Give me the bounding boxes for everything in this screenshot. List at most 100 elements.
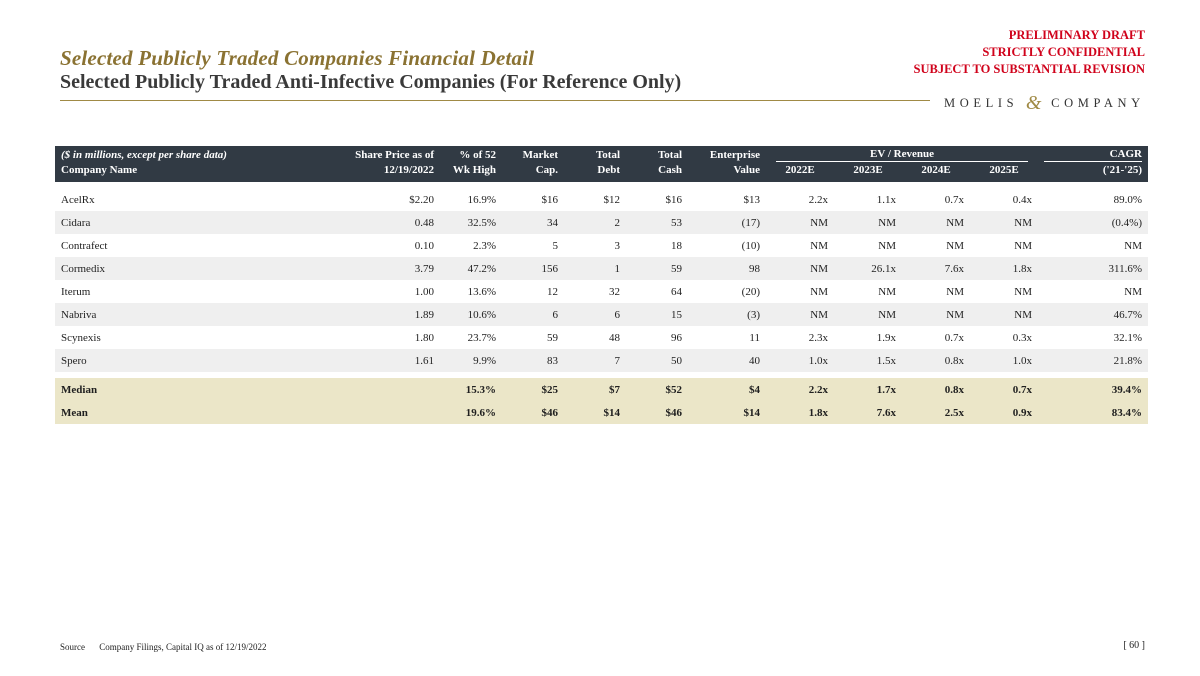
year-label: 2025E — [989, 164, 1019, 176]
total-debt: 48 — [564, 326, 626, 349]
table-row: Nabriva 1.89 10.6% 6 6 15 (3) NM NM NM N… — [55, 303, 1148, 326]
units-note: ($ in millions, except per share data) — [55, 146, 335, 164]
source-note: Source Company Filings, Capital IQ as of… — [60, 642, 267, 652]
company-name: Scynexis — [55, 326, 335, 349]
spacer-row — [55, 372, 1148, 378]
pct-52wk-high: 2.3% — [440, 234, 502, 257]
ev-rev-2023: 1.5x — [834, 349, 902, 372]
cagr: 89.0% — [1038, 188, 1148, 211]
col-price-date: 12/19/2022 — [335, 164, 440, 182]
ev-rev-2025: NM — [970, 280, 1038, 303]
col-mcap-sub: Cap. — [502, 164, 564, 182]
ev-rev-2023: NM — [834, 211, 902, 234]
ev-rev-2022: NM — [766, 303, 834, 326]
ev-rev-2022: NM — [766, 280, 834, 303]
market-cap: 59 — [502, 326, 564, 349]
page-title: Selected Publicly Traded Companies Finan… — [60, 46, 535, 70]
share-price — [335, 378, 440, 401]
page-number: [ 60 ] — [1123, 640, 1145, 651]
market-cap: 156 — [502, 257, 564, 280]
total-debt: $14 — [564, 401, 626, 424]
total-debt: 1 — [564, 257, 626, 280]
source-text: Company Filings, Capital IQ as of 12/19/… — [99, 642, 267, 652]
source-label: Source — [60, 642, 85, 652]
ev-rev-2024: 0.8x — [902, 378, 970, 401]
company-logo: MOELIS & COMPANY — [944, 90, 1145, 114]
ev-rev-2022: NM — [766, 257, 834, 280]
enterprise-value: 98 — [688, 257, 766, 280]
col-price-header: Share Price as of — [335, 146, 440, 164]
ev-rev-2025: 0.3x — [970, 326, 1038, 349]
pct-52wk-high: 9.9% — [440, 349, 502, 372]
table-row: Iterum 1.00 13.6% 12 32 64 (20) NM NM NM… — [55, 280, 1148, 303]
market-cap: 12 — [502, 280, 564, 303]
ev-rev-2024: 0.7x — [902, 188, 970, 211]
col-year-2024: 2024E — [902, 164, 970, 182]
share-price: 3.79 — [335, 257, 440, 280]
company-name: Contrafect — [55, 234, 335, 257]
market-cap: 6 — [502, 303, 564, 326]
ev-rev-2022: 2.2x — [766, 188, 834, 211]
col-cagr-label: CAGR — [1044, 148, 1142, 162]
enterprise-value: (10) — [688, 234, 766, 257]
ev-rev-2025: 1.0x — [970, 349, 1038, 372]
market-cap: 5 — [502, 234, 564, 257]
total-cash: 15 — [626, 303, 688, 326]
logo-ampersand: & — [1025, 92, 1044, 114]
market-cap: 83 — [502, 349, 564, 372]
total-cash: 50 — [626, 349, 688, 372]
page-subtitle: Selected Publicly Traded Anti-Infective … — [60, 71, 682, 93]
enterprise-value: $14 — [688, 401, 766, 424]
ev-rev-2024: NM — [902, 234, 970, 257]
year-label: 2022E — [785, 164, 815, 176]
total-cash: 18 — [626, 234, 688, 257]
ev-rev-2023: NM — [834, 303, 902, 326]
ev-rev-2025: NM — [970, 303, 1038, 326]
mean-row: Mean 19.6% $46 $14 $46 $14 1.8x 7.6x 2.5… — [55, 401, 1148, 424]
company-name: Spero — [55, 349, 335, 372]
share-price: 0.10 — [335, 234, 440, 257]
share-price: 0.48 — [335, 211, 440, 234]
col-ev-sub: Value — [688, 164, 766, 182]
ev-rev-2023: 1.1x — [834, 188, 902, 211]
spacer-cell — [55, 182, 1148, 188]
year-label: 2024E — [921, 164, 951, 176]
ev-rev-2023: NM — [834, 234, 902, 257]
ev-rev-2025: NM — [970, 211, 1038, 234]
enterprise-value: $4 — [688, 378, 766, 401]
ev-rev-2025: 0.4x — [970, 188, 1038, 211]
ev-revenue-group-header: EV / Revenue — [766, 146, 1038, 164]
col-pct-sub: Wk High — [440, 164, 502, 182]
ev-rev-2024: NM — [902, 280, 970, 303]
share-price: 1.80 — [335, 326, 440, 349]
year-label: 2023E — [853, 164, 883, 176]
col-debt-header: Total — [564, 146, 626, 164]
market-cap: $25 — [502, 378, 564, 401]
total-debt: 32 — [564, 280, 626, 303]
ev-rev-2024: 7.6x — [902, 257, 970, 280]
ev-rev-2023: 7.6x — [834, 401, 902, 424]
total-debt: 6 — [564, 303, 626, 326]
table-row: AcelRx $2.20 16.9% $16 $12 $16 $13 2.2x … — [55, 188, 1148, 211]
ev-rev-2023: 26.1x — [834, 257, 902, 280]
enterprise-value: 11 — [688, 326, 766, 349]
logo-left-text: MOELIS — [944, 96, 1019, 110]
pct-52wk-high: 23.7% — [440, 326, 502, 349]
draft-banner: PRELIMINARY DRAFT STRICTLY CONFIDENTIAL … — [914, 27, 1145, 78]
col-company-header: Company Name — [55, 164, 335, 182]
col-year-2025: 2025E — [970, 164, 1038, 182]
col-cagr-header: CAGR — [1038, 146, 1148, 164]
ev-rev-2023: 1.9x — [834, 326, 902, 349]
total-debt: 7 — [564, 349, 626, 372]
ev-rev-2024: 0.7x — [902, 326, 970, 349]
col-cash-header: Total — [626, 146, 688, 164]
col-year-2023: 2023E — [834, 164, 902, 182]
total-debt: 2 — [564, 211, 626, 234]
total-debt: 3 — [564, 234, 626, 257]
stat-label: Median — [55, 378, 335, 401]
ev-rev-2024: 0.8x — [902, 349, 970, 372]
ev-rev-2023: NM — [834, 280, 902, 303]
header-rule — [60, 100, 930, 101]
cagr: NM — [1038, 280, 1148, 303]
draft-line-1: PRELIMINARY DRAFT — [1008, 28, 1145, 42]
